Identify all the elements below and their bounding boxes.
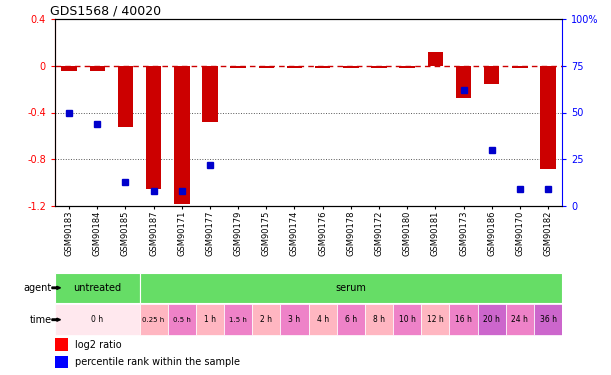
Bar — [280, 304, 309, 335]
Text: time: time — [30, 315, 52, 325]
Bar — [512, 66, 528, 68]
Bar — [371, 66, 387, 68]
Bar — [540, 66, 556, 169]
Bar — [139, 304, 167, 335]
Bar — [146, 66, 161, 189]
Text: GDS1568 / 40020: GDS1568 / 40020 — [50, 4, 161, 18]
Text: 24 h: 24 h — [511, 315, 529, 324]
Bar — [309, 304, 337, 335]
Bar — [118, 66, 133, 127]
Bar — [428, 52, 443, 66]
Bar — [224, 304, 252, 335]
Bar — [196, 304, 224, 335]
Text: 1.5 h: 1.5 h — [229, 316, 247, 322]
Text: 8 h: 8 h — [373, 315, 385, 324]
Text: 36 h: 36 h — [540, 315, 557, 324]
Text: agent: agent — [24, 283, 52, 293]
Bar — [167, 304, 196, 335]
Bar — [343, 66, 359, 68]
Bar — [174, 66, 189, 204]
Bar — [55, 273, 139, 303]
Text: 16 h: 16 h — [455, 315, 472, 324]
Bar — [506, 304, 534, 335]
Bar — [393, 304, 421, 335]
Bar — [456, 66, 471, 99]
Text: log2 ratio: log2 ratio — [75, 339, 122, 350]
Text: 6 h: 6 h — [345, 315, 357, 324]
Bar — [478, 304, 506, 335]
Text: 12 h: 12 h — [427, 315, 444, 324]
Bar — [55, 304, 139, 335]
Text: percentile rank within the sample: percentile rank within the sample — [75, 357, 240, 368]
Bar — [365, 304, 393, 335]
Bar — [400, 66, 415, 68]
Text: 1 h: 1 h — [204, 315, 216, 324]
Bar — [89, 66, 105, 72]
Text: 0.5 h: 0.5 h — [173, 316, 191, 322]
Text: 20 h: 20 h — [483, 315, 500, 324]
Bar — [61, 66, 77, 72]
Bar — [421, 304, 450, 335]
Text: 10 h: 10 h — [399, 315, 415, 324]
Bar — [484, 66, 499, 84]
Bar — [55, 356, 68, 368]
Bar — [55, 338, 68, 351]
Bar — [337, 304, 365, 335]
Text: 0 h: 0 h — [91, 315, 103, 324]
Bar — [230, 66, 246, 68]
Bar — [139, 273, 562, 303]
Text: 2 h: 2 h — [260, 315, 273, 324]
Bar — [202, 66, 218, 122]
Bar — [258, 66, 274, 68]
Bar — [450, 304, 478, 335]
Bar — [315, 66, 331, 68]
Bar — [252, 304, 280, 335]
Bar — [287, 66, 302, 68]
Text: untreated: untreated — [73, 283, 122, 293]
Text: 3 h: 3 h — [288, 315, 301, 324]
Text: 0.25 h: 0.25 h — [142, 316, 165, 322]
Text: 4 h: 4 h — [316, 315, 329, 324]
Text: serum: serum — [335, 283, 366, 293]
Bar — [534, 304, 562, 335]
